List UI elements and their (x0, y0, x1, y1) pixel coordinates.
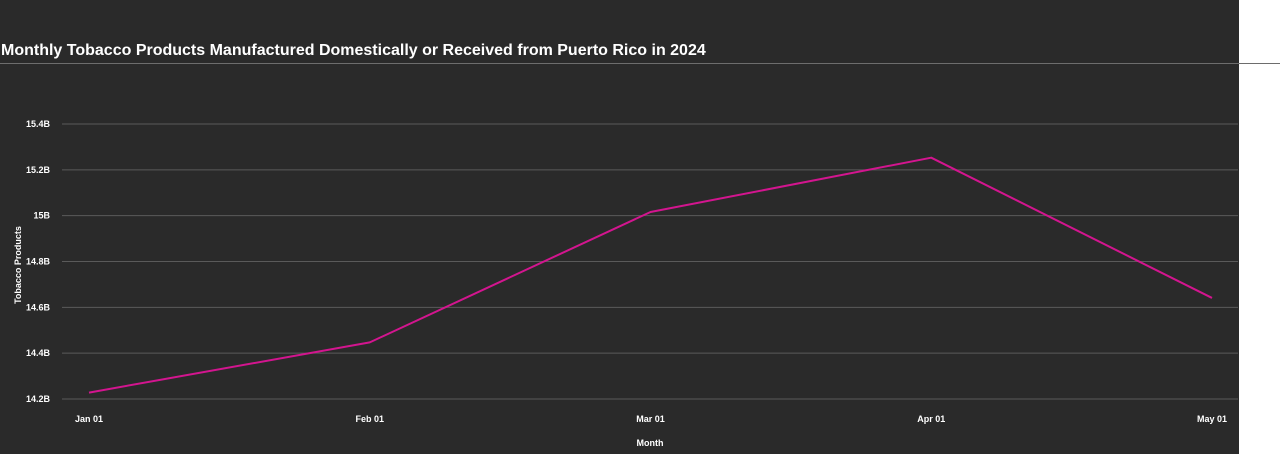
x-tick-label: Apr 01 (917, 414, 945, 424)
line-chart: 14.2B 14.4B 14.6B 14.8B 15B 15.2B 15.4B Jan 01… (13, 119, 1238, 448)
x-tick-label: Jan 01 (75, 414, 103, 424)
y-tick-label: 14.4B (26, 348, 51, 358)
y-axis-ticks: 14.2B 14.4B 14.6B 14.8B 15B 15.2B 15.4B (26, 119, 51, 404)
x-tick-label: May 01 (1197, 414, 1227, 424)
x-axis-title: Month (637, 438, 664, 448)
y-axis-title: Tobacco Products (13, 226, 23, 304)
x-tick-label: Feb 01 (355, 414, 384, 424)
y-tick-label: 14.2B (26, 394, 51, 404)
y-tick-label: 15.4B (26, 119, 51, 129)
y-tick-label: 15B (33, 211, 50, 221)
y-tick-label: 14.8B (26, 257, 51, 267)
y-tick-label: 14.6B (26, 302, 51, 312)
x-axis-ticks: Jan 01 Feb 01 Mar 01 Apr 01 May 01 (75, 414, 1227, 424)
chart-title: Monthly Tobacco Products Manufactured Do… (1, 42, 706, 59)
series-lines (88, 156, 1213, 394)
gridlines (62, 123, 1238, 400)
y-tick-label: 15.2B (26, 165, 51, 175)
title-divider (0, 63, 1280, 64)
series-line (88, 156, 1213, 394)
x-tick-label: Mar 01 (636, 414, 665, 424)
